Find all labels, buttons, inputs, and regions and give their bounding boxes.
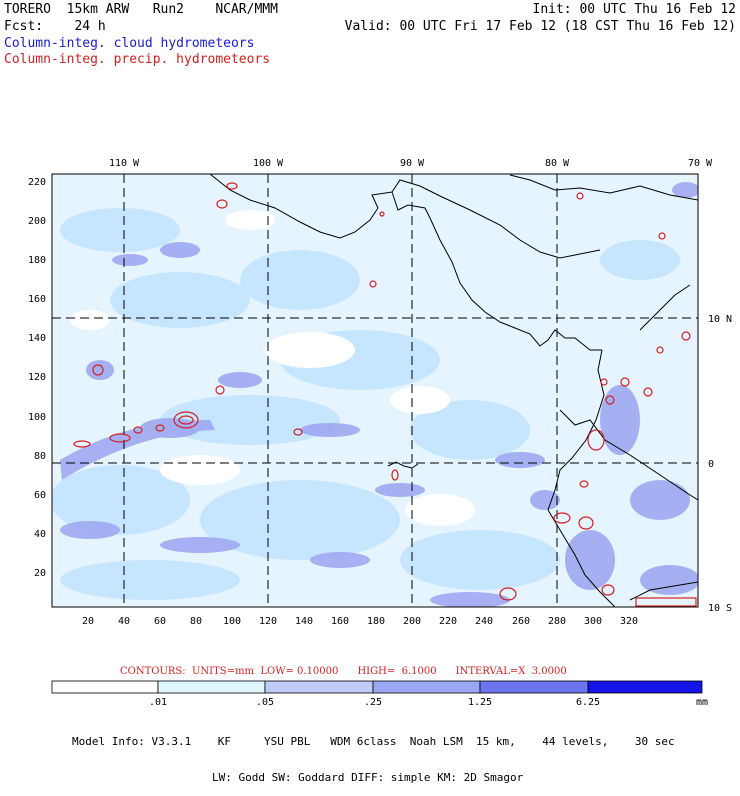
- coastline: [209, 174, 698, 607]
- y-tick-label: 220: [28, 177, 46, 188]
- y-tick-label: 40: [34, 529, 46, 540]
- x-tick-label: 180: [367, 616, 385, 627]
- contour-info: CONTOURS: UNITS=mm LOW= 0.10000 HIGH= 6.…: [120, 666, 567, 677]
- field-cloud-label: Column-integ. cloud hydrometeors: [4, 36, 255, 51]
- y-tick-label: 100: [28, 412, 46, 423]
- legend-swatch: [587, 680, 703, 694]
- legend-swatch: [372, 680, 481, 694]
- model-info: Model Info: V3.3.1 KF YSU PBL WDM 6class…: [72, 712, 675, 796]
- title-left: TORERO 15km ARW Run2 NCAR/MMM: [4, 2, 278, 17]
- legend-label: .01: [149, 697, 167, 708]
- x-tick-label: 260: [512, 616, 530, 627]
- y-tick-label: 20: [34, 568, 46, 579]
- legend-swatch: [264, 680, 374, 694]
- legend-swatch: [51, 680, 159, 694]
- x-tick-label: 320: [620, 616, 638, 627]
- forecast-map: 110 W 100 W 90 W 80 W 70 W 10 N 0 10 S 2…: [28, 158, 732, 708]
- x-tick-label: 60: [154, 616, 166, 627]
- x-tick-label: 240: [475, 616, 493, 627]
- legend-label: .25: [364, 697, 382, 708]
- color-legend: .01 .05 .25 1.25 6.25 mm: [51, 680, 708, 708]
- legend-label: .05: [256, 697, 274, 708]
- lon-label: 110 W: [109, 158, 140, 169]
- x-tick-label: 20: [82, 616, 94, 627]
- x-tick-label: 300: [584, 616, 602, 627]
- model-info-line2: LW: Godd SW: Goddard DIFF: simple KM: 2D…: [212, 771, 524, 784]
- legend-swatch: [479, 680, 589, 694]
- lat-label: 10 S: [708, 603, 732, 614]
- cloud-field: [52, 182, 698, 607]
- valid-time: Valid: 00 UTC Fri 17 Feb 12 (18 CST Thu …: [344, 19, 736, 34]
- y-tick-label: 180: [28, 255, 46, 266]
- lon-label: 90 W: [400, 158, 425, 169]
- x-tick-label: 200: [403, 616, 421, 627]
- legend-label: 6.25: [576, 697, 600, 708]
- x-tick-label: 160: [331, 616, 349, 627]
- x-tick-label: 40: [118, 616, 130, 627]
- legend-label: 1.25: [468, 697, 492, 708]
- plot-frame: [51, 173, 699, 608]
- lat-label: 0: [708, 459, 714, 470]
- graticule: [52, 174, 698, 607]
- precip-contours: [73, 182, 697, 607]
- model-info-line1: Model Info: V3.3.1 KF YSU PBL WDM 6class…: [72, 735, 675, 748]
- y-tick-label: 60: [34, 490, 46, 501]
- legend-unit: mm: [696, 697, 708, 708]
- y-tick-label: 140: [28, 333, 46, 344]
- x-axis: 20 40 60 80 100 120 140 160 180 200 220 …: [82, 616, 638, 627]
- init-time: Init: 00 UTC Thu 16 Feb 12: [532, 2, 737, 17]
- x-tick-label: 280: [548, 616, 566, 627]
- y-axis: 220 200 180 160 140 120 100 80 60 40 20: [28, 177, 46, 579]
- x-tick-label: 140: [295, 616, 313, 627]
- lon-label: 80 W: [545, 158, 570, 169]
- y-tick-label: 160: [28, 294, 46, 305]
- x-tick-label: 120: [259, 616, 277, 627]
- lon-label: 70 W: [688, 158, 713, 169]
- y-tick-label: 200: [28, 216, 46, 227]
- x-tick-label: 80: [190, 616, 202, 627]
- legend-swatch: [157, 680, 266, 694]
- field-precip-label: Column-integ. precip. hydrometeors: [4, 52, 271, 67]
- forecast-hour: Fcst: 24 h: [4, 19, 106, 34]
- lon-label: 100 W: [253, 158, 284, 169]
- x-tick-label: 220: [439, 616, 457, 627]
- y-tick-label: 120: [28, 372, 46, 383]
- lat-label: 10 N: [708, 314, 732, 325]
- x-tick-label: 100: [223, 616, 241, 627]
- y-tick-label: 80: [34, 451, 46, 462]
